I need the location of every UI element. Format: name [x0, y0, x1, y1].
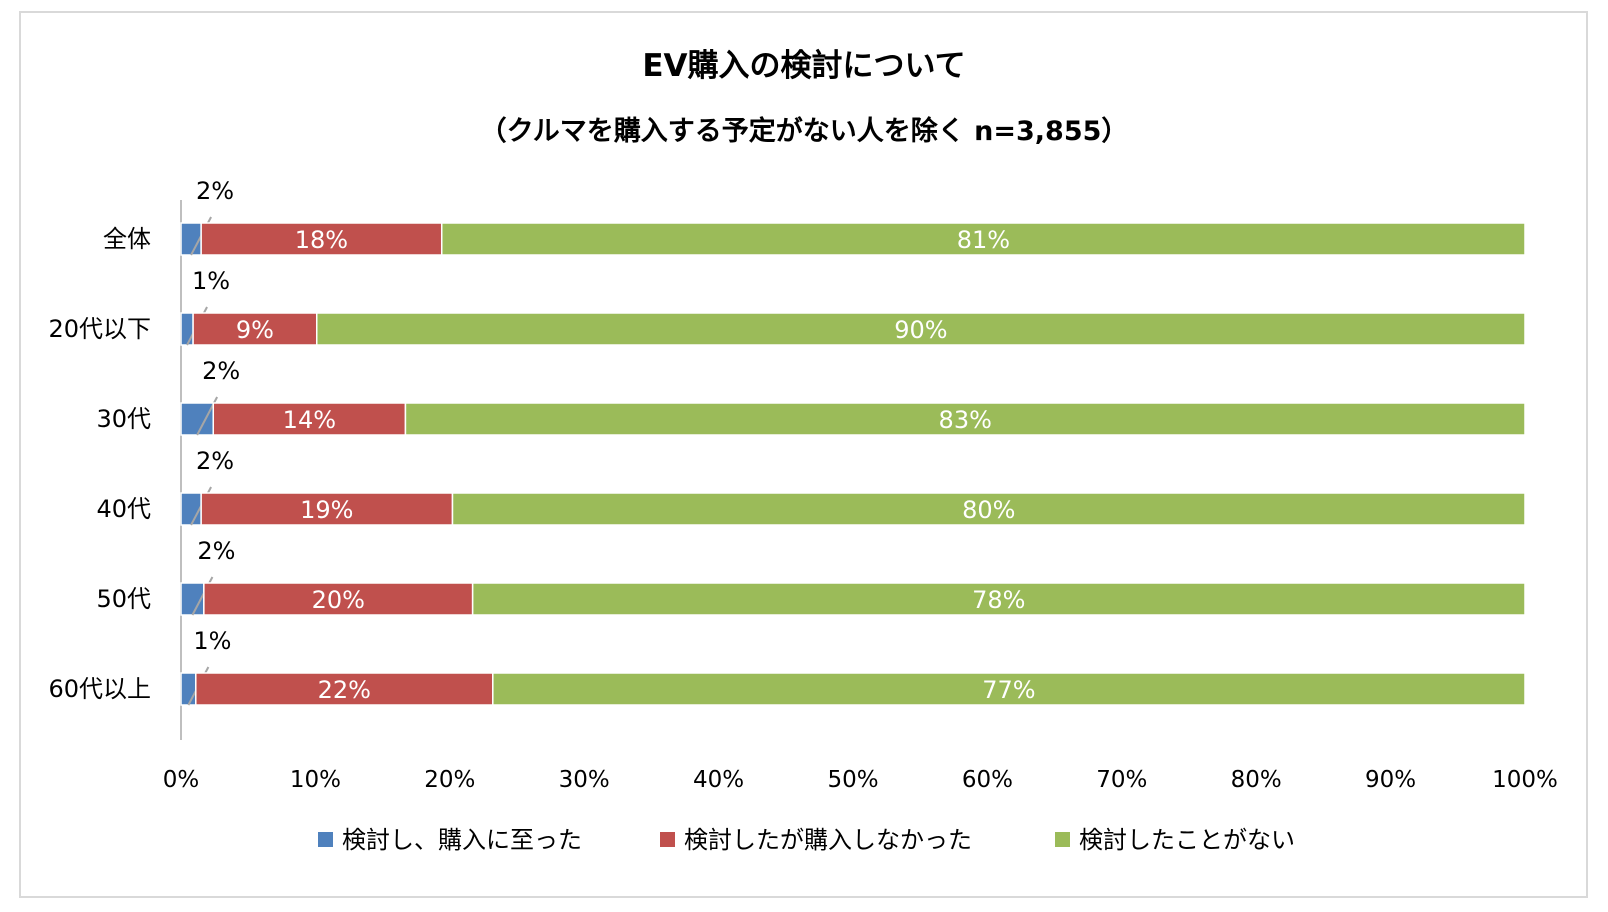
- legend-label: 検討したことがない: [1079, 826, 1295, 854]
- x-tick-label: 60%: [962, 767, 1013, 793]
- x-tick-label: 100%: [1492, 767, 1558, 793]
- bar-segment: [440, 222, 1526, 256]
- data-label: 19%: [300, 496, 353, 524]
- legend: 検討し、購入に至った 検討したが購入しなかった 検討したことがない: [318, 826, 1295, 854]
- plot-area: 0% 10% 20% 30% 40% 50% 60% 70% 80% 90% 100% 全体 2% 18%…: [48, 177, 1557, 793]
- data-label: 90%: [894, 316, 947, 344]
- bar-segment: [212, 402, 407, 436]
- data-label: 2%: [196, 177, 234, 205]
- category-label: 20代以下: [48, 315, 151, 343]
- data-label: 20%: [312, 586, 365, 614]
- bar-segment: [471, 582, 1526, 616]
- data-label: 2%: [202, 357, 240, 385]
- x-tick-label: 50%: [827, 767, 878, 793]
- data-label: 83%: [939, 406, 992, 434]
- data-label: 1%: [192, 267, 230, 295]
- category-label: 30代: [96, 405, 151, 433]
- legend-label: 検討し、購入に至った: [342, 826, 582, 854]
- legend-swatch: [318, 832, 333, 847]
- bar-segment: [180, 492, 202, 526]
- x-tick-label: 90%: [1365, 767, 1416, 793]
- data-label: 1%: [193, 627, 231, 655]
- bar-segment: [404, 402, 1526, 436]
- bar-segment: [315, 312, 1526, 346]
- category-label: 60代以上: [48, 675, 151, 703]
- x-tick-label: 30%: [559, 767, 610, 793]
- chart-subtitle: （クルマを購入する予定がない人を除く n=3,855）: [480, 115, 1129, 147]
- category-label: 全体: [103, 225, 151, 253]
- bar-segment: [200, 222, 443, 256]
- x-tick-label: 10%: [290, 767, 341, 793]
- x-tick-label: 80%: [1231, 767, 1282, 793]
- data-label: 77%: [982, 676, 1035, 704]
- data-label: 2%: [197, 537, 235, 565]
- category-label: 40代: [96, 495, 151, 523]
- x-tick-label: 40%: [693, 767, 744, 793]
- data-label: 2%: [196, 447, 234, 475]
- legend-swatch: [1055, 832, 1070, 847]
- legend-swatch: [660, 832, 675, 847]
- bar-segment: [492, 672, 1526, 706]
- x-tick-label: 70%: [1096, 767, 1147, 793]
- bar-segment: [192, 312, 318, 346]
- bar-segment: [451, 492, 1526, 526]
- data-label: 80%: [962, 496, 1015, 524]
- x-tick-label: 20%: [424, 767, 475, 793]
- chart-frame: [19, 11, 1588, 898]
- data-label: 22%: [318, 676, 371, 704]
- bar-segment: [195, 672, 494, 706]
- category-label: 50代: [96, 585, 151, 613]
- bar-segment: [180, 222, 202, 256]
- data-label: 9%: [236, 316, 274, 344]
- data-label: 81%: [957, 226, 1010, 254]
- bar-segment: [180, 312, 194, 346]
- data-label: 18%: [295, 226, 348, 254]
- bar-segment: [180, 402, 215, 436]
- data-label: 14%: [283, 406, 336, 434]
- bar-segment: [180, 672, 197, 706]
- chart-title: EV購入の検討について: [642, 48, 965, 84]
- x-tick-label: 0%: [163, 767, 200, 793]
- bar-segment: [203, 582, 474, 616]
- data-label: 78%: [972, 586, 1025, 614]
- legend-label: 検討したが購入しなかった: [684, 826, 972, 854]
